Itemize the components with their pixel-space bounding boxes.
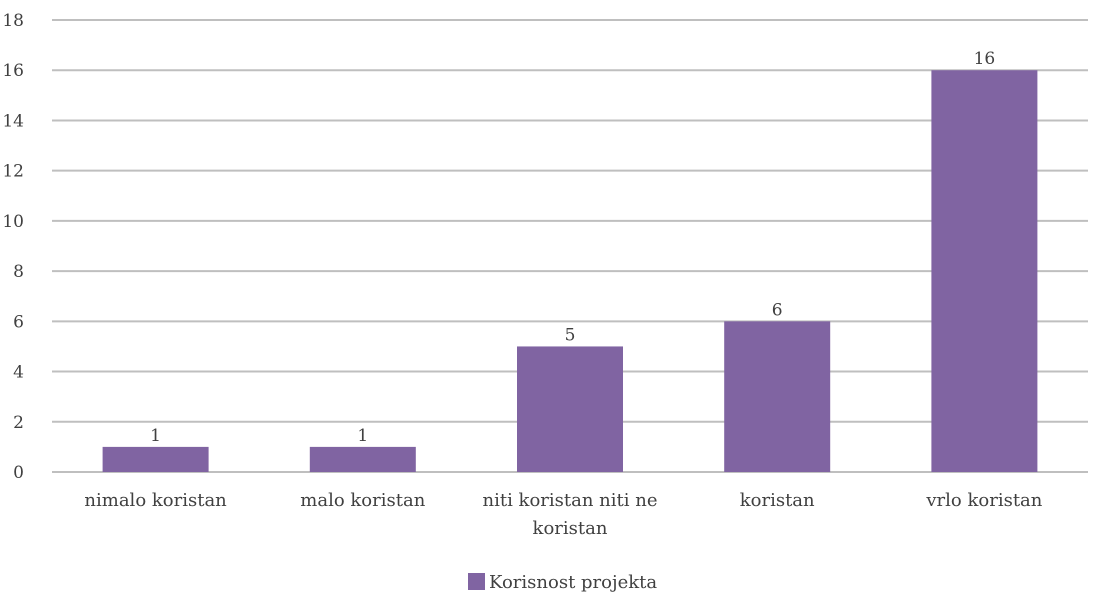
- y-tick-label-2: 2: [13, 413, 24, 433]
- x-category-label-1: malo koristan: [300, 490, 425, 511]
- x-category-line: niti koristan niti ne: [483, 490, 658, 511]
- data-label-3: 6: [772, 300, 783, 320]
- y-axis-ticks: 0 2 4 6 8 10 12 14 16 18: [2, 11, 24, 483]
- x-category-line: nimalo koristan: [84, 490, 227, 511]
- legend-label: Korisnost projekta: [489, 572, 657, 593]
- data-label-2: 5: [565, 325, 576, 345]
- bar-2: [517, 346, 623, 472]
- x-category-line: koristan: [740, 490, 815, 511]
- y-tick-label-16: 16: [2, 61, 24, 81]
- x-category-line: malo koristan: [300, 490, 425, 511]
- x-category-label-2: niti koristan niti ne koristan: [483, 490, 658, 539]
- y-tick-label-6: 6: [13, 312, 24, 332]
- data-label-1: 1: [357, 426, 368, 446]
- x-category-label-3: koristan: [740, 490, 815, 511]
- bar-0: [103, 447, 209, 472]
- x-category-line: koristan: [533, 518, 608, 539]
- data-label-0: 1: [150, 426, 161, 446]
- y-tick-label-8: 8: [13, 262, 24, 282]
- y-tick-label-18: 18: [2, 11, 24, 31]
- bar-1: [310, 447, 416, 472]
- y-tick-label-14: 14: [2, 111, 24, 131]
- x-category-label-0: nimalo koristan: [84, 490, 227, 511]
- y-tick-label-0: 0: [13, 463, 24, 483]
- bar-3: [724, 321, 830, 472]
- legend-swatch: [468, 573, 485, 590]
- x-category-label-4: vrlo koristan: [925, 490, 1042, 511]
- x-category-line: vrlo koristan: [925, 490, 1042, 511]
- y-tick-label-10: 10: [2, 212, 24, 232]
- x-axis-categories: nimalo koristan malo koristan niti korista…: [84, 490, 1042, 539]
- bar-4: [931, 70, 1037, 472]
- legend: Korisnost projekta: [468, 572, 657, 593]
- data-label-4: 16: [974, 49, 996, 69]
- y-tick-label-12: 12: [2, 162, 24, 182]
- y-tick-label-4: 4: [13, 363, 24, 383]
